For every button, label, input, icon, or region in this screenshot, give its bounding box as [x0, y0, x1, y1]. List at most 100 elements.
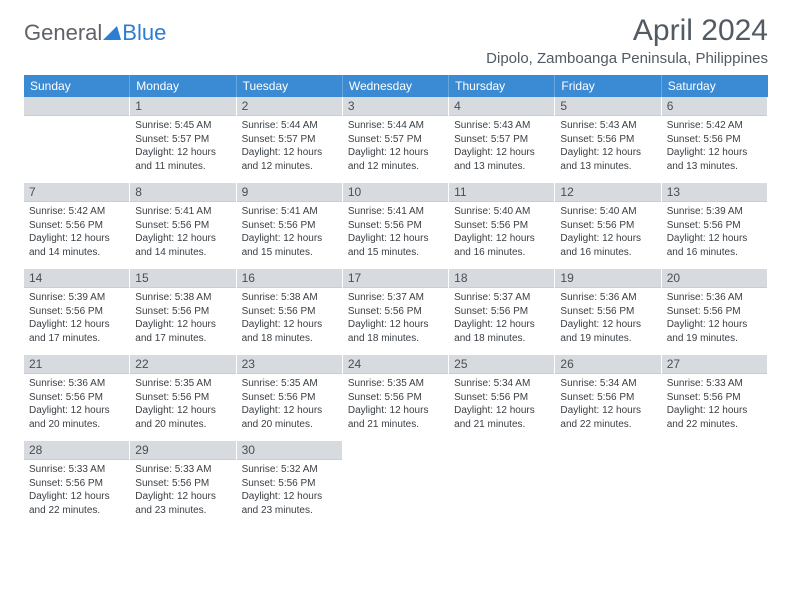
dow-cell: Wednesday [343, 75, 449, 97]
day-detail-line: Sunset: 5:56 PM [29, 391, 124, 405]
day-details: Sunrise: 5:45 AMSunset: 5:57 PMDaylight:… [130, 116, 235, 178]
day-detail-line: Sunset: 5:56 PM [242, 391, 337, 405]
day-detail-line: Sunset: 5:56 PM [135, 477, 230, 491]
day-detail-line: Daylight: 12 hours [454, 404, 549, 418]
day-details: Sunrise: 5:40 AMSunset: 5:56 PMDaylight:… [449, 202, 554, 264]
dow-header-row: SundayMondayTuesdayWednesdayThursdayFrid… [24, 75, 768, 97]
day-details: Sunrise: 5:42 AMSunset: 5:56 PMDaylight:… [24, 202, 129, 264]
day-detail-line: Daylight: 12 hours [135, 490, 230, 504]
day-detail-line: and 17 minutes. [29, 332, 124, 346]
day-cell: 4Sunrise: 5:43 AMSunset: 5:57 PMDaylight… [449, 97, 555, 183]
day-detail-line: Daylight: 12 hours [560, 146, 655, 160]
day-detail-line: Daylight: 12 hours [454, 146, 549, 160]
day-cell: 22Sunrise: 5:35 AMSunset: 5:56 PMDayligh… [130, 355, 236, 441]
day-number: 12 [555, 183, 660, 202]
day-details: Sunrise: 5:36 AMSunset: 5:56 PMDaylight:… [555, 288, 660, 350]
day-number: 10 [343, 183, 448, 202]
day-detail-line: Sunrise: 5:41 AM [242, 205, 337, 219]
day-detail-line: and 20 minutes. [29, 418, 124, 432]
day-number: 5 [555, 97, 660, 116]
day-number: 26 [555, 355, 660, 374]
day-cell [449, 441, 555, 527]
day-details: Sunrise: 5:44 AMSunset: 5:57 PMDaylight:… [343, 116, 448, 178]
day-number: 19 [555, 269, 660, 288]
day-detail-line: and 12 minutes. [242, 160, 337, 174]
day-detail-line: and 13 minutes. [454, 160, 549, 174]
day-cell: 13Sunrise: 5:39 AMSunset: 5:56 PMDayligh… [662, 183, 768, 269]
day-detail-line: Sunrise: 5:35 AM [135, 377, 230, 391]
day-detail-line: and 18 minutes. [242, 332, 337, 346]
day-number: 30 [237, 441, 342, 460]
day-detail-line: Sunrise: 5:41 AM [348, 205, 443, 219]
brand-part2: Blue [122, 20, 166, 46]
day-detail-line: Sunrise: 5:35 AM [242, 377, 337, 391]
day-cell: 17Sunrise: 5:37 AMSunset: 5:56 PMDayligh… [343, 269, 449, 355]
week-row: 21Sunrise: 5:36 AMSunset: 5:56 PMDayligh… [24, 355, 768, 441]
day-detail-line: Daylight: 12 hours [242, 146, 337, 160]
day-detail-line: and 19 minutes. [560, 332, 655, 346]
day-detail-line: Daylight: 12 hours [667, 146, 762, 160]
day-number: 27 [662, 355, 767, 374]
day-detail-line: and 19 minutes. [667, 332, 762, 346]
week-row: 1Sunrise: 5:45 AMSunset: 5:57 PMDaylight… [24, 97, 768, 183]
day-number: 24 [343, 355, 448, 374]
day-detail-line: Daylight: 12 hours [348, 232, 443, 246]
day-detail-line: Sunset: 5:56 PM [29, 219, 124, 233]
day-detail-line: Sunset: 5:56 PM [560, 305, 655, 319]
day-number: 22 [130, 355, 235, 374]
day-details: Sunrise: 5:41 AMSunset: 5:56 PMDaylight:… [343, 202, 448, 264]
day-detail-line: Sunrise: 5:33 AM [135, 463, 230, 477]
day-detail-line: Sunrise: 5:44 AM [242, 119, 337, 133]
day-detail-line: Sunset: 5:56 PM [560, 133, 655, 147]
day-detail-line: Sunset: 5:56 PM [348, 219, 443, 233]
day-detail-line: and 22 minutes. [667, 418, 762, 432]
day-detail-line: Sunset: 5:56 PM [135, 391, 230, 405]
day-details: Sunrise: 5:37 AMSunset: 5:56 PMDaylight:… [343, 288, 448, 350]
day-cell: 9Sunrise: 5:41 AMSunset: 5:56 PMDaylight… [237, 183, 343, 269]
day-number: 14 [24, 269, 129, 288]
day-cell: 12Sunrise: 5:40 AMSunset: 5:56 PMDayligh… [555, 183, 661, 269]
day-detail-line: Sunrise: 5:44 AM [348, 119, 443, 133]
day-detail-line: Sunrise: 5:38 AM [242, 291, 337, 305]
day-detail-line: Sunrise: 5:39 AM [667, 205, 762, 219]
calendar-grid: SundayMondayTuesdayWednesdayThursdayFrid… [24, 75, 768, 527]
triangle-icon [103, 20, 121, 46]
day-detail-line: Sunset: 5:56 PM [560, 391, 655, 405]
day-detail-line: and 13 minutes. [560, 160, 655, 174]
day-cell: 5Sunrise: 5:43 AMSunset: 5:56 PMDaylight… [555, 97, 661, 183]
day-cell [555, 441, 661, 527]
day-number: 20 [662, 269, 767, 288]
day-number: 13 [662, 183, 767, 202]
week-row: 28Sunrise: 5:33 AMSunset: 5:56 PMDayligh… [24, 441, 768, 527]
day-detail-line: Daylight: 12 hours [242, 490, 337, 504]
title-block: April 2024 Dipolo, Zamboanga Peninsula, … [486, 14, 768, 67]
day-detail-line: Sunrise: 5:36 AM [667, 291, 762, 305]
day-detail-line: Daylight: 12 hours [135, 232, 230, 246]
dow-cell: Tuesday [237, 75, 343, 97]
day-detail-line: and 22 minutes. [29, 504, 124, 518]
day-number: 21 [24, 355, 129, 374]
day-detail-line: and 20 minutes. [242, 418, 337, 432]
day-detail-line: Sunset: 5:56 PM [348, 305, 443, 319]
day-detail-line: Sunrise: 5:37 AM [454, 291, 549, 305]
day-number: 11 [449, 183, 554, 202]
day-cell: 28Sunrise: 5:33 AMSunset: 5:56 PMDayligh… [24, 441, 130, 527]
day-cell: 16Sunrise: 5:38 AMSunset: 5:56 PMDayligh… [237, 269, 343, 355]
day-detail-line: Sunset: 5:57 PM [348, 133, 443, 147]
day-cell: 3Sunrise: 5:44 AMSunset: 5:57 PMDaylight… [343, 97, 449, 183]
day-details: Sunrise: 5:33 AMSunset: 5:56 PMDaylight:… [24, 460, 129, 522]
day-cell: 23Sunrise: 5:35 AMSunset: 5:56 PMDayligh… [237, 355, 343, 441]
location-subtitle: Dipolo, Zamboanga Peninsula, Philippines [486, 50, 768, 67]
day-detail-line: Daylight: 12 hours [667, 404, 762, 418]
day-detail-line: Sunset: 5:56 PM [454, 305, 549, 319]
day-detail-line: Sunset: 5:56 PM [135, 219, 230, 233]
day-detail-line: Daylight: 12 hours [242, 318, 337, 332]
calendar-page: General Blue April 2024 Dipolo, Zamboang… [0, 0, 792, 537]
day-detail-line: Daylight: 12 hours [348, 404, 443, 418]
day-number: 6 [662, 97, 767, 116]
day-number: 4 [449, 97, 554, 116]
day-detail-line: and 18 minutes. [348, 332, 443, 346]
dow-cell: Friday [555, 75, 661, 97]
week-row: 14Sunrise: 5:39 AMSunset: 5:56 PMDayligh… [24, 269, 768, 355]
day-number: 15 [130, 269, 235, 288]
